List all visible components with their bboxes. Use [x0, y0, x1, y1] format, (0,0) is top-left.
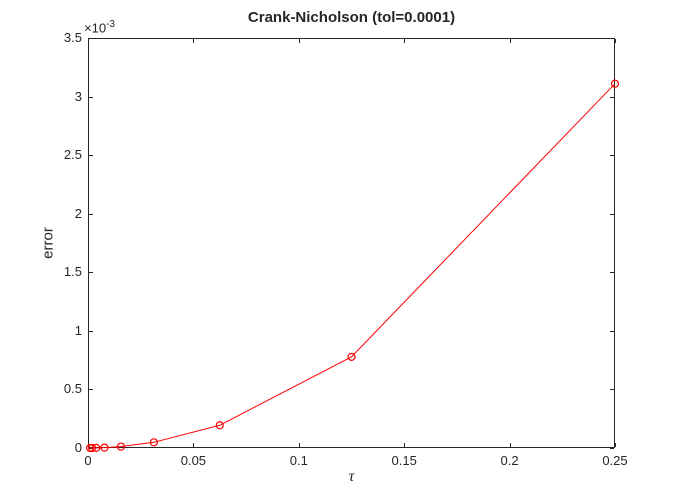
data-marker	[116, 442, 126, 451]
x-tick-label: 0.05	[180, 453, 207, 468]
data-marker	[347, 352, 356, 361]
plot-canvas	[85, 38, 620, 453]
data-marker	[100, 443, 109, 452]
data-marker	[92, 443, 101, 453]
y-tick-label: 1	[74, 322, 82, 338]
y-tick-label: 0	[74, 440, 82, 455]
data-marker	[215, 421, 224, 430]
data-marker	[610, 79, 620, 88]
y-axis-exponent-label: ×10-3	[84, 19, 115, 35]
x-tick-label: 0.1	[289, 453, 308, 468]
x-tick-label: 0.15	[391, 453, 417, 468]
y-tick-label: 2	[74, 205, 82, 221]
y-tick-label: 3	[74, 88, 82, 104]
data-line	[90, 83, 616, 449]
x-tick-label: 0.25	[602, 453, 628, 468]
x-tick-label: 0.2	[500, 453, 519, 468]
axes-box	[88, 38, 615, 448]
y-tick-label: 0.5	[63, 381, 82, 397]
exponent-mantissa: ×10	[84, 20, 107, 36]
y-tick-label: 3.5	[63, 30, 82, 45]
data-marker	[149, 438, 158, 447]
y-tick-label: 2.5	[63, 147, 82, 163]
data-marker	[88, 443, 97, 453]
y-axis-label: error	[39, 227, 57, 259]
x-axis-label: τ	[348, 468, 355, 485]
y-tick-label: 1.5	[63, 264, 82, 280]
x-tick-label: 0	[84, 453, 92, 468]
plot-title: Crank-Nicholson (tol=0.0001)	[247, 9, 456, 26]
exponent-power: -3	[106, 19, 115, 30]
